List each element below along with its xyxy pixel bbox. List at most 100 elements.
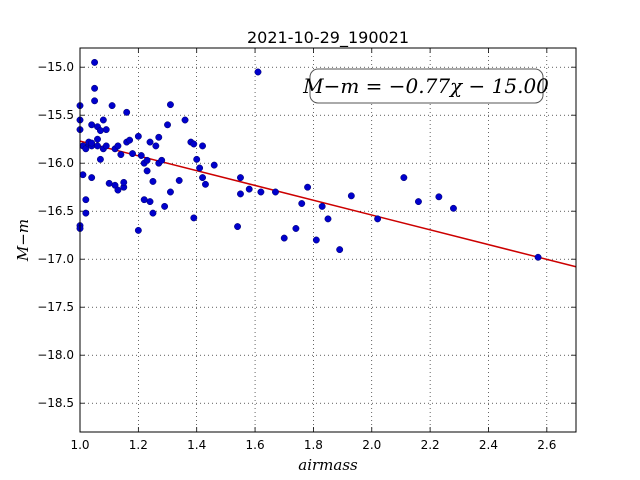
x-tick-label: 1.6 [246, 438, 265, 452]
fit-annotation: M−m = −0.77χ − 15.00 [302, 68, 549, 104]
data-point [272, 188, 279, 196]
data-point [166, 101, 174, 109]
data-point [318, 202, 326, 210]
data-point [91, 84, 99, 92]
data-point [280, 234, 288, 242]
annotation-box [309, 68, 544, 104]
x-tick-label: 1.4 [187, 438, 206, 452]
y-tick-label: −15.0 [37, 60, 74, 74]
data-point [193, 155, 201, 163]
data-point [102, 126, 110, 134]
x-tick-label: 2.6 [537, 438, 556, 452]
data-point [199, 174, 206, 182]
data-point [134, 132, 142, 140]
data-point [114, 186, 122, 194]
y-tick-label: −18.0 [37, 348, 74, 362]
y-tick-label: −16.5 [37, 204, 74, 218]
data-point [91, 58, 99, 66]
data-point [414, 198, 422, 206]
data-point [199, 142, 206, 150]
data-point [435, 193, 443, 201]
data-point [134, 226, 142, 234]
y-tick-label: −15.5 [37, 108, 74, 122]
data-point [312, 236, 320, 244]
x-tick-label: 2.0 [362, 438, 381, 452]
data-point [324, 215, 332, 223]
data-point [257, 188, 265, 196]
data-point [96, 155, 104, 163]
y-tick-label: −17.0 [37, 252, 74, 266]
data-point [126, 136, 134, 144]
annotation-text: M−m = −0.77χ − 15.00 [302, 74, 549, 98]
data-point [79, 171, 87, 179]
data-point [304, 183, 312, 191]
data-point [102, 142, 110, 150]
y-tick-label: −18.5 [37, 396, 74, 410]
x-tick-label: 1.2 [129, 438, 148, 452]
data-point [292, 225, 300, 232]
data-point [146, 198, 154, 206]
plot-frame [79, 47, 577, 433]
data-point [347, 192, 355, 200]
grid [79, 48, 576, 432]
data-point [254, 68, 262, 76]
data-point [202, 180, 209, 188]
chart-title: 2021-10-29_190021 [247, 28, 409, 48]
data-point [237, 190, 244, 198]
data-point [99, 116, 107, 124]
data-point [336, 246, 344, 254]
data-point [108, 102, 116, 110]
data-point [374, 215, 382, 223]
data-point [82, 209, 90, 217]
data-point [137, 152, 145, 159]
data-point [534, 253, 542, 261]
y-tick-label: −16.0 [37, 156, 74, 170]
y-tick-label: −17.5 [37, 300, 74, 314]
data-point [88, 174, 96, 182]
data-point [210, 161, 218, 169]
data-point [450, 204, 457, 212]
data-point [114, 142, 122, 150]
data-point [164, 121, 171, 129]
x-tick-label: 1.0 [70, 438, 89, 452]
data-point [190, 140, 198, 148]
data-point [96, 127, 104, 135]
data-point [166, 188, 174, 196]
data-point [146, 138, 154, 146]
data-point [88, 121, 96, 129]
data-point [143, 167, 151, 175]
data-point [245, 185, 253, 193]
x-tick-label: 1.8 [304, 438, 323, 452]
axis-ticks [79, 48, 576, 432]
data-point [196, 164, 204, 172]
data-point [190, 214, 198, 222]
data-point [298, 200, 306, 207]
data-point [117, 151, 125, 159]
data-point [105, 179, 113, 187]
data-point [155, 133, 163, 141]
data-point [143, 156, 151, 164]
x-tick-labels: 1.0 1.2 1.4 1.6 1.8 2.0 2.2 2.4 2.6 [70, 438, 556, 452]
data-point [237, 174, 244, 182]
data-point [91, 97, 99, 105]
data-point [181, 116, 189, 124]
data-point [94, 135, 101, 143]
data-point [140, 196, 148, 204]
x-axis-label: airmass [298, 456, 358, 474]
x-tick-label: 2.4 [479, 438, 498, 452]
data-point [82, 196, 90, 204]
y-tick-labels: −15.0 −15.5 −16.0 −16.5 −17.0 −17.5 −18.0 −18.5 [37, 60, 74, 410]
data-point [158, 156, 166, 164]
data-point [120, 178, 128, 186]
data-points [76, 58, 542, 261]
y-axis-label: M−m [14, 219, 32, 262]
data-point [161, 202, 169, 210]
data-point [149, 209, 157, 217]
data-point [149, 177, 157, 185]
data-point [400, 174, 408, 182]
data-point [175, 177, 183, 184]
data-point [152, 142, 160, 150]
data-point [129, 150, 136, 158]
data-point [94, 142, 101, 150]
